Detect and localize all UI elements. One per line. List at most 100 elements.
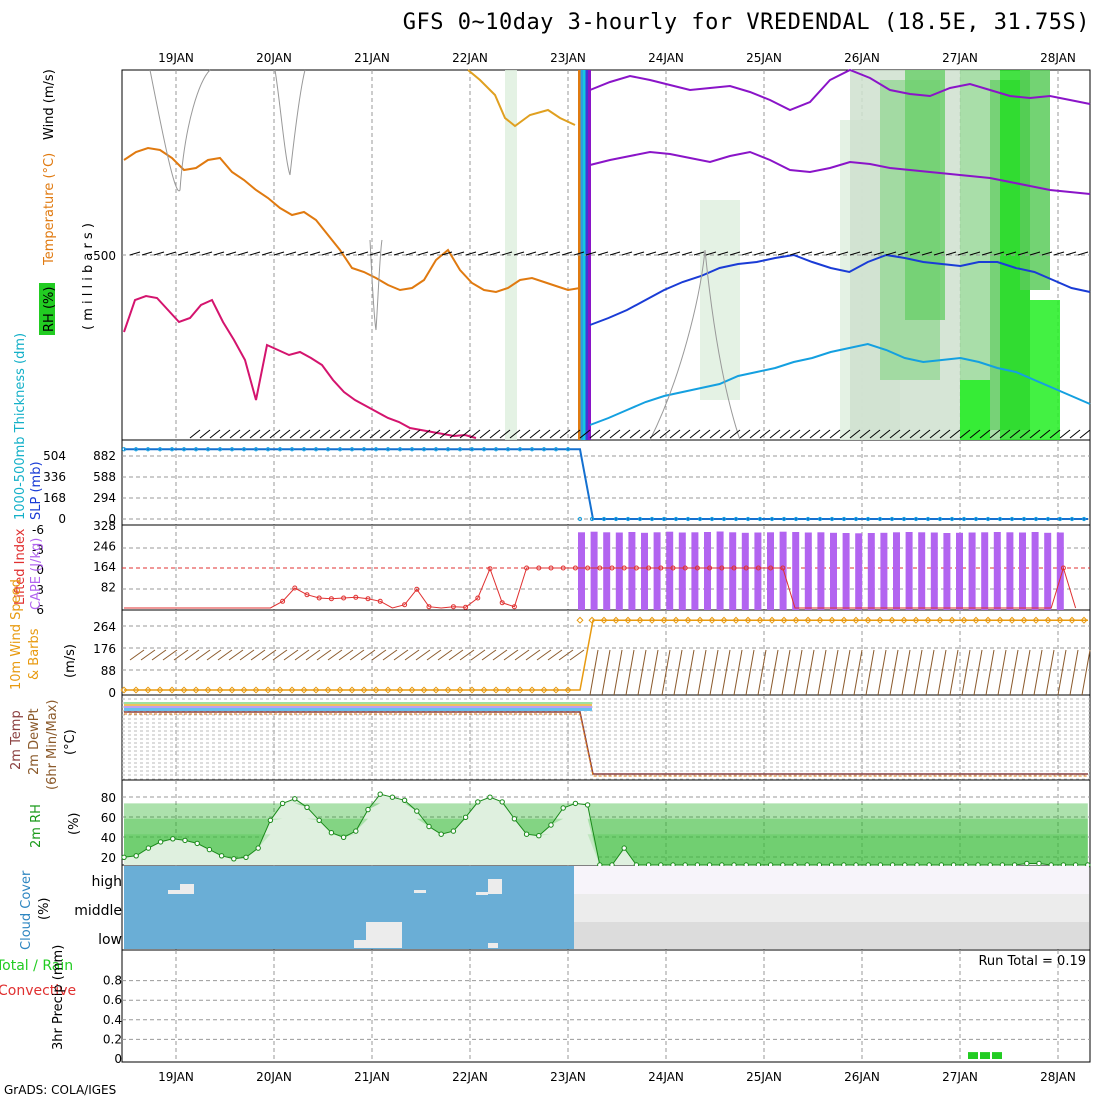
wind10-marker bbox=[1068, 616, 1076, 624]
wind10-barb bbox=[272, 649, 288, 661]
wind10-barb bbox=[865, 649, 875, 696]
wind10-marker bbox=[456, 686, 464, 694]
wind-barb bbox=[419, 429, 431, 439]
slp-marker bbox=[505, 447, 511, 452]
li-marker bbox=[1060, 565, 1066, 571]
ytick-precip: 0.4 bbox=[103, 1013, 122, 1027]
wind-barb bbox=[1059, 429, 1071, 439]
wind10-marker bbox=[1044, 616, 1052, 624]
wind10-marker bbox=[276, 686, 284, 694]
wind10-marker bbox=[252, 686, 260, 694]
wind10-marker bbox=[972, 616, 980, 624]
ytick-slp: 0 bbox=[108, 512, 116, 526]
ytick-wind10: 176 bbox=[93, 642, 116, 656]
cape-bar bbox=[1031, 532, 1039, 610]
wind10-barb bbox=[173, 649, 189, 661]
wind10-barb bbox=[547, 649, 563, 661]
ylabel-temp2m: 2m Temp bbox=[9, 710, 24, 770]
wind10-barb bbox=[360, 649, 376, 661]
slp-marker bbox=[733, 516, 739, 522]
wind10-barb bbox=[415, 649, 431, 661]
wind-barb bbox=[229, 429, 241, 439]
wind10-barb bbox=[393, 649, 409, 661]
cape-bar bbox=[641, 532, 648, 610]
wind-barb bbox=[749, 429, 761, 439]
rh-shade bbox=[960, 380, 990, 440]
wind-barb bbox=[429, 251, 441, 256]
cape-bar bbox=[729, 532, 737, 610]
ytick-precip: 0.2 bbox=[103, 1032, 122, 1046]
wind10-marker bbox=[264, 686, 272, 694]
wind-barb bbox=[809, 429, 821, 439]
ytick-rh2m: 40 bbox=[101, 831, 116, 845]
cape-bar bbox=[704, 532, 711, 610]
wind-barb bbox=[393, 251, 405, 256]
cape-bar bbox=[615, 532, 623, 610]
cloud-block bbox=[124, 866, 574, 949]
wind-barb bbox=[1065, 251, 1077, 256]
slp-marker bbox=[229, 447, 235, 452]
li-marker bbox=[621, 565, 627, 571]
cape-bar bbox=[590, 531, 598, 610]
wind10-marker bbox=[216, 686, 224, 694]
temp-line-gold bbox=[467, 69, 576, 128]
wind-barb bbox=[839, 429, 851, 439]
slp-marker bbox=[409, 447, 415, 452]
wind10-marker bbox=[900, 616, 908, 624]
slp-marker bbox=[193, 447, 199, 452]
day-label-top: 22JAN bbox=[452, 51, 488, 65]
wind-barb bbox=[789, 251, 801, 256]
wind-barb bbox=[261, 251, 273, 256]
day-label-top: 28JAN bbox=[1040, 51, 1076, 65]
wind-barb bbox=[153, 251, 165, 256]
slp-marker bbox=[973, 516, 979, 522]
wind-barb bbox=[989, 429, 1001, 439]
ylabel-rh2m: 2m RH bbox=[29, 804, 44, 848]
cloud-gap bbox=[366, 922, 402, 948]
wind-barb bbox=[777, 251, 789, 256]
wind10-marker bbox=[312, 686, 320, 694]
wind10-barb bbox=[349, 649, 365, 661]
day-label-bottom: 24JAN bbox=[648, 1070, 684, 1084]
rh2m-marker bbox=[560, 805, 566, 811]
rh2m-marker bbox=[304, 804, 310, 810]
wind10-barb bbox=[1009, 649, 1019, 696]
wind-barb bbox=[309, 251, 321, 256]
wind10-marker bbox=[696, 616, 704, 624]
cape-bar bbox=[1056, 532, 1064, 610]
rh2m-marker bbox=[438, 831, 444, 837]
wind-barb bbox=[619, 429, 631, 439]
wind-barb bbox=[939, 429, 951, 439]
wind10-barb bbox=[437, 649, 453, 661]
wind-barb bbox=[1049, 429, 1061, 439]
temp-line-purple bbox=[589, 68, 1091, 112]
wind-barb bbox=[801, 251, 813, 256]
cloud-level-label: middle bbox=[74, 903, 122, 919]
slp-marker bbox=[757, 516, 763, 522]
wind10-marker bbox=[468, 686, 476, 694]
day-label-bottom: 23JAN bbox=[550, 1070, 586, 1084]
wind-barb bbox=[269, 429, 281, 439]
cape-bar bbox=[653, 532, 661, 610]
wind-barb bbox=[499, 429, 511, 439]
li-marker bbox=[353, 594, 359, 600]
wind-barb bbox=[285, 251, 297, 256]
cape-bar bbox=[678, 532, 686, 610]
ylabel-wind10-units: (m/s) bbox=[63, 644, 78, 678]
rh2m-marker bbox=[475, 799, 481, 805]
wind10-marker bbox=[1080, 616, 1088, 624]
wind10-marker bbox=[636, 616, 644, 624]
contour bbox=[149, 69, 211, 192]
wind-barb bbox=[537, 251, 549, 256]
rh2m-area bbox=[124, 794, 1088, 865]
cloud-level-label: low bbox=[98, 932, 122, 948]
ylabel-cape: CAPE (J/kg) bbox=[29, 538, 44, 610]
slp-marker bbox=[337, 447, 343, 452]
ylabel-millibars: ( m i l l i b a r s ) bbox=[81, 223, 96, 330]
wind10-marker bbox=[648, 616, 656, 624]
wind-barb bbox=[525, 251, 537, 256]
ylabel-precip: 3hr Precip (mm) bbox=[51, 945, 66, 1050]
cape-bar bbox=[804, 532, 812, 610]
wind10-barb bbox=[673, 649, 683, 696]
temp2m-band bbox=[124, 708, 592, 711]
